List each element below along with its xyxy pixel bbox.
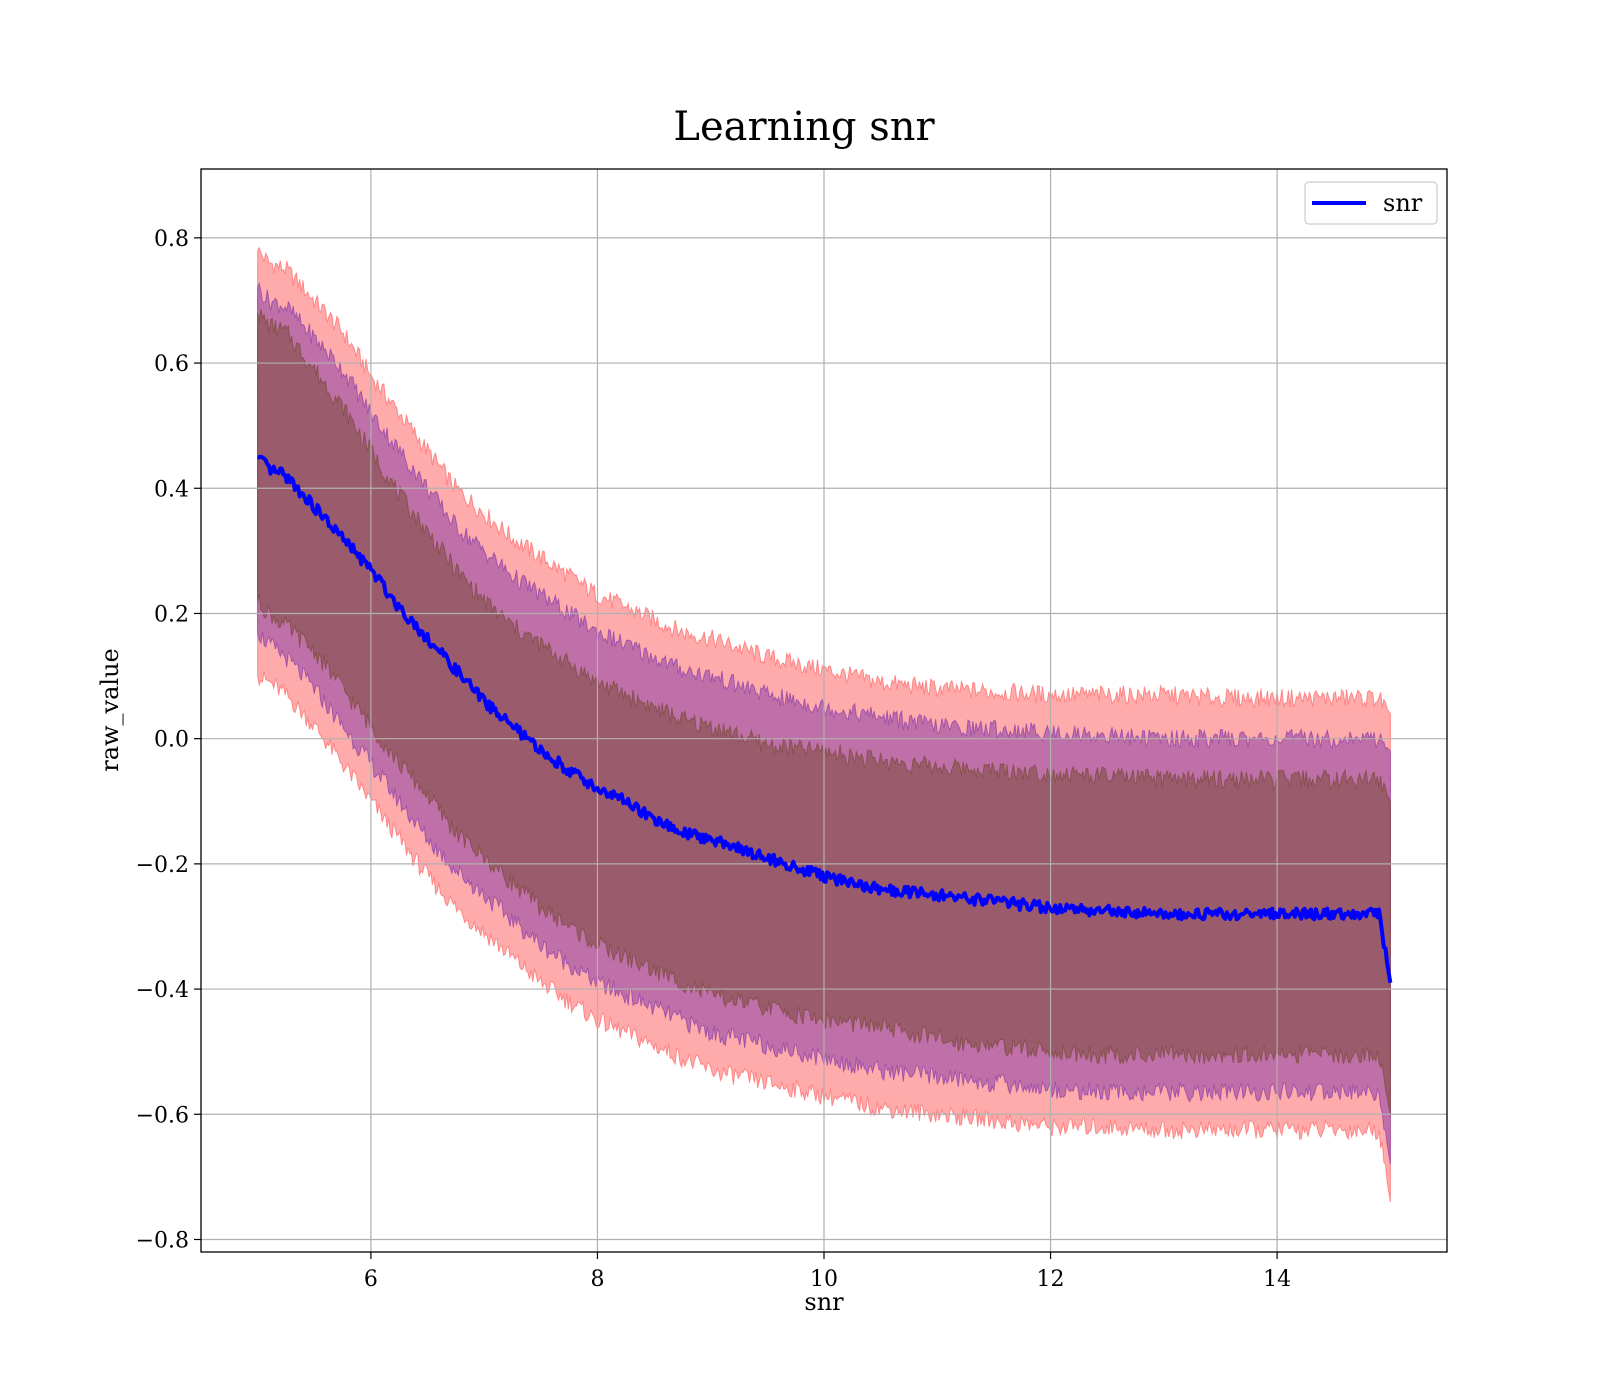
legend-box [1304,181,1438,225]
y-tick-label: 0.2 [154,602,189,627]
y-tick-label: −0.6 [136,1103,189,1128]
y-tick-label: 0.0 [154,728,189,753]
x-tick-label: 6 [364,1267,378,1292]
grid-lines [201,169,1447,1252]
y-tick-label: −0.2 [136,853,189,878]
y-tick-label: 0.8 [154,227,189,252]
x-tick-label: 8 [590,1267,604,1292]
legend-label-snr: snr [1383,189,1423,217]
y-tick-label: −0.4 [136,978,189,1003]
series-line-snr [257,454,1393,984]
y-tick-label: −0.8 [136,1228,189,1253]
y-tick-label: 0.6 [154,352,189,377]
x-tick-label: 10 [810,1267,838,1292]
y-tick-label: 0.4 [154,477,189,502]
legend: snr [1304,181,1438,225]
x-tick-label: 12 [1037,1267,1065,1292]
y-axis-label: raw_value [96,648,124,772]
chart-title: Learning snr [673,104,935,150]
x-tick-label: 14 [1263,1267,1291,1292]
x-axis-label: snr [804,1288,844,1316]
x-axis-ticks: 6 8 10 12 14 [364,1252,1291,1292]
y-axis-ticks: −0.8 −0.6 −0.4 −0.2 0.0 0.2 0.4 0.6 0.8 [136,227,201,1253]
series-lines [257,454,1393,984]
